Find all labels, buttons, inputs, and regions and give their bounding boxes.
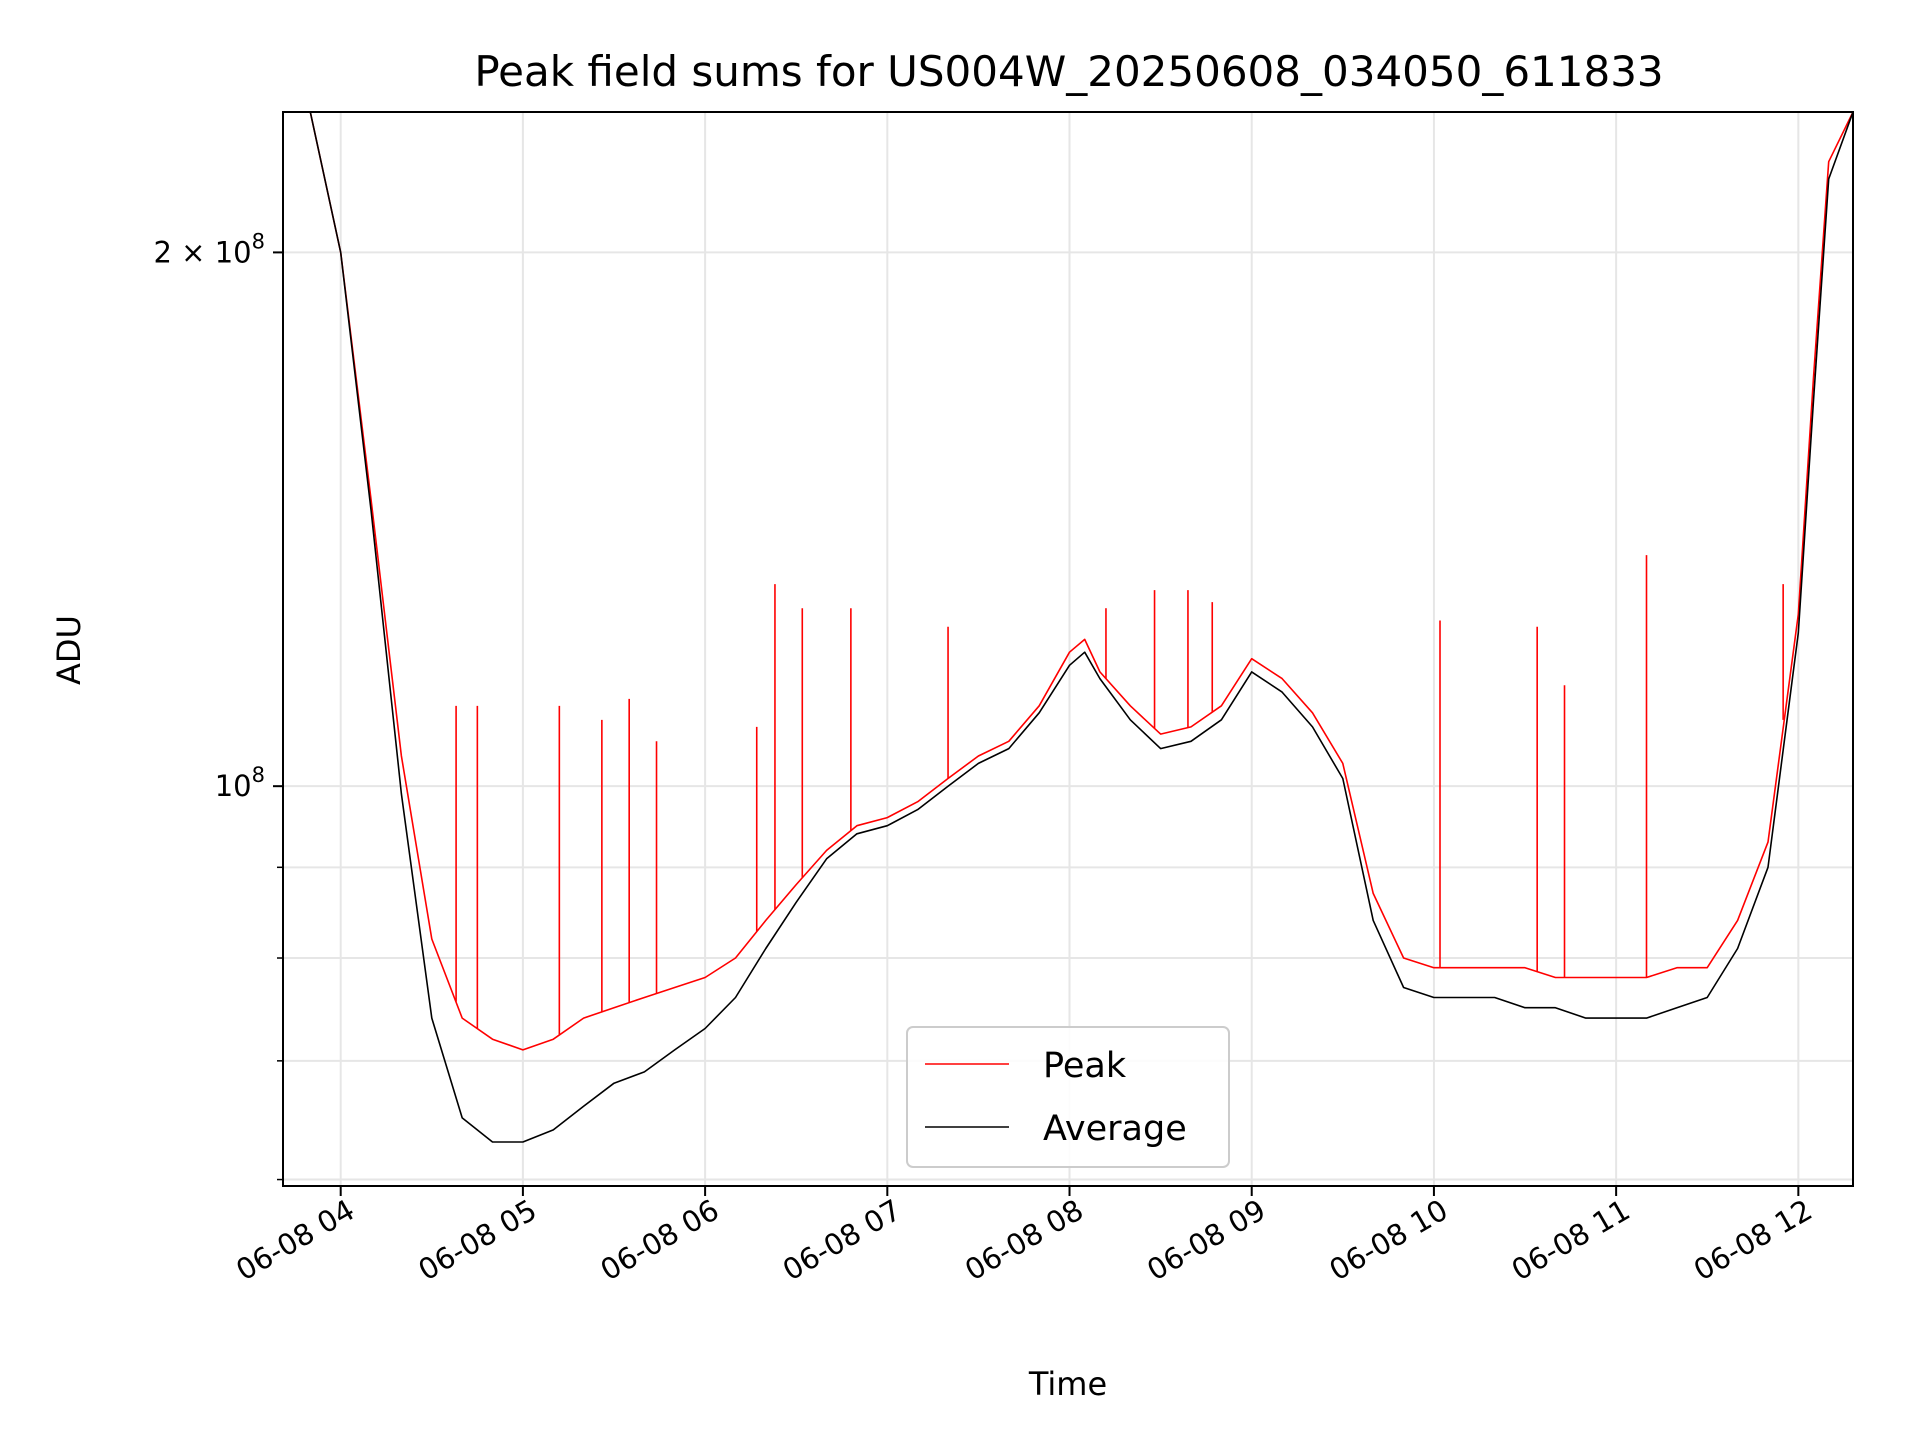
chart-title: Peak field sums for US004W_20250608_0340… [474, 47, 1663, 96]
series-line-peak [283, 112, 1853, 1051]
legend: Peak Average [906, 1026, 1230, 1168]
legend-peak-label: Peak [1043, 1046, 1127, 1086]
y-tick-base: 10 [215, 235, 252, 269]
y-tick-base: 10 [215, 769, 252, 803]
y-tick-times: × [172, 235, 215, 269]
y-tick-mantissa: 2 [154, 235, 172, 269]
legend-frame [906, 1026, 1230, 1168]
series-line-average [283, 112, 1853, 1143]
y-tick-label: 2 × 108 [154, 229, 265, 269]
y-tick-exponent: 8 [252, 763, 265, 787]
x-axis-title: Time [1028, 1365, 1107, 1403]
y-tick-exponent: 8 [252, 229, 265, 253]
plot-frame [282, 111, 1854, 1187]
y-tick-label: 108 [215, 763, 265, 803]
y-axis-title: ADU [50, 615, 88, 685]
legend-average-label: Average [1043, 1109, 1187, 1149]
grid [283, 112, 1853, 1186]
series-group [283, 112, 1853, 1143]
